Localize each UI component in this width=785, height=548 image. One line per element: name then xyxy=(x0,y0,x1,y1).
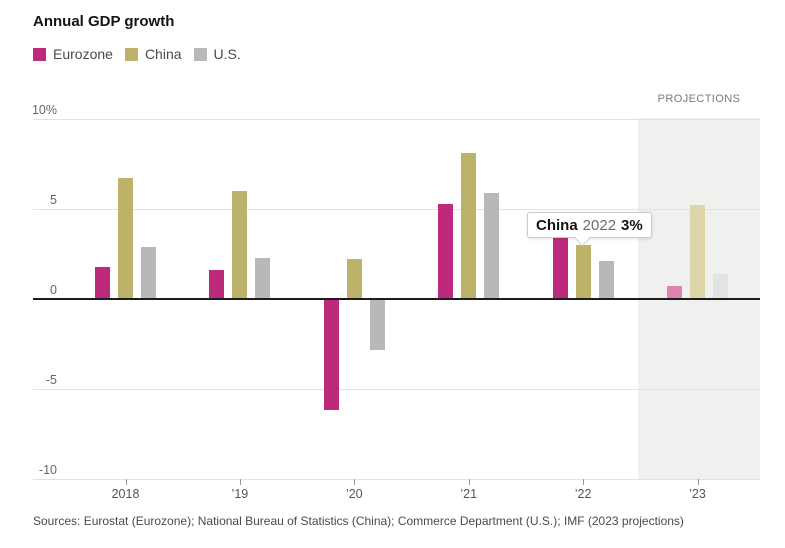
bar-eurozone-21[interactable] xyxy=(438,203,454,299)
y-axis-label-10: 10% xyxy=(31,103,57,117)
bar-china-20[interactable] xyxy=(346,259,362,299)
bar-china-19[interactable] xyxy=(232,191,248,299)
gridline--5 xyxy=(33,389,760,390)
gridline-10 xyxy=(33,119,760,120)
tooltip: China 2022 3% xyxy=(527,212,652,238)
source-note: Sources: Eurostat (Eurozone); National B… xyxy=(33,514,684,528)
legend-label: Eurozone xyxy=(53,46,113,62)
x-axis-label-21: ’21 xyxy=(460,487,478,501)
bar-eurozone-2018[interactable] xyxy=(95,266,110,299)
projections-label: PROJECTIONS xyxy=(657,93,741,105)
x-tick-21 xyxy=(468,479,470,485)
bar-eurozone-22[interactable] xyxy=(552,236,568,299)
x-tick-2018 xyxy=(125,479,127,485)
bar-eurozone-23[interactable] xyxy=(667,286,682,299)
x-tick-19 xyxy=(239,479,241,485)
x-axis-label-20: ’20 xyxy=(345,487,363,501)
legend: Eurozone China U.S. xyxy=(33,46,253,62)
bar-china-21[interactable] xyxy=(461,153,477,299)
y-axis-label--5: -5 xyxy=(45,373,57,387)
legend-swatch-us-icon xyxy=(193,47,207,61)
bar-us-21[interactable] xyxy=(484,192,500,299)
legend-item-china: China xyxy=(124,46,182,62)
x-axis-label-2018: 2018 xyxy=(111,487,140,501)
tooltip-series: China xyxy=(536,216,578,234)
bar-us-23[interactable] xyxy=(713,273,728,299)
x-tick-20 xyxy=(354,479,356,485)
gridline--10 xyxy=(33,479,760,480)
legend-item-us: U.S. xyxy=(193,46,241,62)
bar-us-20[interactable] xyxy=(369,300,385,351)
legend-label: China xyxy=(144,46,182,62)
chart-title: Annual GDP growth xyxy=(33,13,175,30)
bar-china-22[interactable] xyxy=(575,245,591,299)
tooltip-value: 3% xyxy=(621,216,643,234)
legend-swatch-china-icon xyxy=(124,47,138,61)
legend-label: U.S. xyxy=(213,46,241,62)
bar-china-2018[interactable] xyxy=(118,178,133,299)
gridline-5 xyxy=(33,209,760,210)
bar-eurozone-20[interactable] xyxy=(323,300,339,410)
bar-us-19[interactable] xyxy=(255,257,271,299)
bar-eurozone-19[interactable] xyxy=(209,270,225,299)
x-tick-23 xyxy=(697,479,699,485)
x-tick-22 xyxy=(583,479,585,485)
bar-china-23[interactable] xyxy=(690,205,705,299)
y-axis-label-0: 0 xyxy=(50,283,57,297)
x-axis-label-22: ’22 xyxy=(574,487,592,501)
legend-swatch-eurozone-icon xyxy=(33,47,46,61)
bar-us-2018[interactable] xyxy=(141,246,156,299)
y-axis-label-5: 5 xyxy=(50,193,57,207)
bar-us-22[interactable] xyxy=(598,261,614,299)
legend-item-eurozone: Eurozone xyxy=(33,46,113,62)
zero-line xyxy=(33,298,760,300)
y-axis-label--10: -10 xyxy=(38,463,57,477)
x-axis-label-19: ’19 xyxy=(231,487,249,501)
tooltip-year: 2022 xyxy=(582,216,617,234)
x-axis-label-23: ’23 xyxy=(689,487,706,501)
